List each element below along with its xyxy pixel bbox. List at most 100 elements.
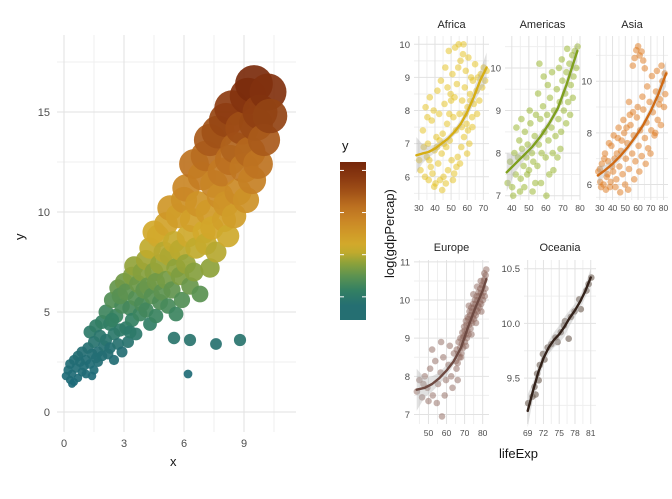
tick-label: 7 (405, 139, 410, 150)
facet-point (427, 163, 435, 171)
bubble-x-axis-title: x (170, 454, 177, 469)
facet-point (441, 100, 448, 108)
tick-label: 80 (659, 203, 669, 213)
facet-point (609, 168, 617, 175)
facet-point (613, 150, 621, 157)
bubble-point (104, 312, 120, 328)
facet-point (636, 168, 643, 175)
facet-point (552, 132, 559, 140)
bubble-point (205, 241, 227, 263)
facet-point (535, 141, 543, 148)
smooth-line (505, 49, 579, 174)
tick-label: 60 (541, 203, 551, 213)
tick-label: 9 (405, 334, 410, 345)
facet-point (640, 106, 647, 113)
smooth-line (415, 66, 488, 157)
facet-point (425, 397, 432, 405)
smooth-line (526, 276, 592, 413)
facet-point (653, 67, 661, 75)
tick-label: 10 (490, 63, 501, 74)
facet-point (462, 67, 470, 75)
facet-point (559, 77, 566, 84)
facet-point (646, 98, 653, 106)
facet-point (657, 121, 665, 129)
tick-label: 9.5 (507, 374, 520, 385)
bubble-point (252, 98, 288, 134)
facet-point (483, 266, 490, 273)
facet-point (426, 156, 433, 164)
facet-point (442, 180, 450, 187)
facet-point (415, 156, 423, 164)
facet-point (658, 62, 665, 69)
tick-label: 8 (587, 128, 592, 139)
facet-point (469, 77, 477, 84)
bubble-point (183, 369, 193, 379)
facet-point (597, 183, 605, 191)
smooth-line (596, 72, 668, 177)
tick-label: 40 (507, 203, 517, 213)
tick-label: 15 (38, 107, 50, 119)
facet-point (624, 186, 632, 193)
facet-points (413, 266, 490, 420)
facet-point (434, 160, 442, 167)
facet-point (450, 170, 458, 177)
facet-point (481, 77, 489, 84)
facet-point (521, 128, 529, 136)
facet-point (520, 162, 527, 170)
facet-point (543, 192, 550, 199)
facet-point (566, 111, 574, 119)
smooth-ci-ribbon (597, 60, 667, 185)
tick-label: 10 (581, 77, 592, 88)
facet-point (417, 166, 424, 174)
tick-label: 10.5 (502, 264, 521, 275)
facet-chart-region: Africa 6 7 8 9 10 30 40 50 60 70 Americas 7 8 9 10 40 50 6… (372, 0, 672, 499)
bubble-point (122, 336, 134, 348)
facet-point (531, 132, 538, 140)
facet-point (430, 183, 438, 190)
facet-point (560, 107, 568, 114)
facet-panel-europe: Europe 7 8 9 10 11 50 60 70 80 (399, 242, 490, 438)
facet-point (438, 186, 446, 194)
facet-point (630, 176, 638, 183)
facet-point (536, 60, 543, 67)
facet-point (449, 70, 456, 78)
facet-title: Europe (434, 242, 469, 254)
facet-point (432, 357, 439, 365)
facet-point (573, 64, 580, 72)
facet-point (437, 77, 445, 84)
facet-point (618, 137, 625, 144)
facet-point (429, 170, 436, 177)
facet-point (457, 57, 464, 65)
bubble-chart-region: 0 3 6 9 0 5 10 15 y161284 x y (12, 35, 366, 469)
tick-label: 9 (496, 106, 501, 117)
tick-label: 6 (405, 172, 410, 183)
tick-label: 10 (399, 296, 410, 307)
facet-point (548, 68, 556, 76)
facet-panel-africa: Africa 6 7 8 9 10 30 40 50 60 70 (399, 19, 490, 213)
facet-point (449, 176, 457, 184)
facet-point (516, 137, 523, 144)
tick-label: 60 (633, 203, 643, 213)
facet-point (539, 103, 547, 110)
tick-label: 6 (587, 180, 592, 191)
bubble-point (191, 285, 209, 303)
bubble-point (200, 258, 220, 278)
facet-point (517, 175, 524, 182)
facet-point (472, 319, 480, 327)
facet-point (545, 137, 552, 144)
facet-point (656, 96, 664, 103)
facet-title: Asia (621, 19, 643, 31)
facet-point (460, 133, 468, 141)
facet-point (661, 90, 669, 98)
bubble-point (90, 352, 102, 364)
bubble-point (123, 325, 137, 339)
facet-point (478, 84, 486, 91)
facet-point (639, 57, 647, 64)
facet-point (542, 154, 549, 161)
facet-point (424, 113, 431, 121)
facet-point (616, 163, 623, 170)
tick-label: 8 (405, 106, 410, 117)
facet-point (457, 354, 465, 361)
facet-point (454, 64, 462, 71)
